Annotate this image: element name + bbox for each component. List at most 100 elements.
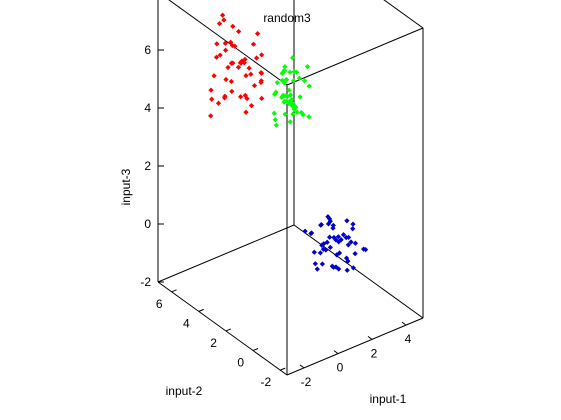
cluster-blue-point [336, 250, 343, 256]
cluster-blue-point [360, 246, 367, 252]
cluster-green-point [306, 114, 312, 120]
y-tick-label: 6 [156, 297, 163, 311]
cluster-green-point [291, 68, 297, 75]
cluster-red-point [259, 70, 265, 76]
cluster-green-point [273, 122, 279, 128]
cluster-green-point [279, 94, 285, 101]
cluster-green-point [282, 64, 288, 70]
box-edge [286, 27, 424, 86]
y-tick [280, 367, 286, 371]
z-axis-label: input-3 [119, 168, 133, 205]
cluster-blue-point [326, 234, 333, 240]
cluster-red-point [253, 55, 260, 61]
box-edge [293, 224, 424, 319]
cluster-green-point [296, 75, 303, 81]
cluster-green-point [290, 111, 296, 117]
cluster-blue-point [319, 261, 326, 267]
y-axis-label: input-2 [166, 384, 203, 398]
cluster-blue-point [311, 249, 317, 255]
cluster-green-point [279, 77, 286, 84]
cluster-red-point [244, 95, 250, 102]
cluster-green-point [271, 110, 277, 116]
cluster-red-point [211, 73, 217, 79]
cluster-blue-point [352, 250, 358, 257]
cluster-green-point [306, 83, 312, 89]
y-tick [171, 289, 177, 293]
cluster-red-point [228, 78, 235, 85]
cluster-blue-point [317, 250, 324, 256]
cluster-blue-point [331, 234, 337, 241]
cluster-blue-point [335, 234, 342, 240]
box-edge [157, 224, 295, 283]
cluster-red-point [248, 102, 255, 109]
cluster-blue-point [340, 232, 347, 238]
cluster-blue-point [329, 263, 335, 269]
cluster-green-point [290, 78, 297, 84]
cluster-red-point [221, 17, 227, 23]
cluster-blue-point [323, 247, 329, 253]
cluster-red-point [222, 47, 229, 53]
x-tick-label: 4 [405, 332, 412, 346]
cluster-red-point [251, 82, 258, 89]
cluster-green-point [274, 79, 280, 86]
box-edge [286, 317, 424, 376]
cluster-red-point [214, 41, 220, 47]
cluster-red-point [230, 23, 236, 30]
y-tick [225, 328, 232, 332]
cluster-red-point [208, 87, 214, 93]
cluster-red-point [246, 65, 252, 71]
cluster-blue-point [343, 255, 350, 261]
x-tick-label: 2 [371, 346, 378, 360]
axes-box [157, 0, 424, 376]
chart-title: random3 [263, 11, 311, 25]
box-edge [383, 0, 424, 29]
cluster-blue-point [352, 240, 359, 246]
x-tick [333, 350, 339, 355]
cluster-green-point [281, 68, 288, 74]
cluster-red-point [237, 94, 244, 100]
box-edge [168, 0, 288, 86]
cluster-green-point [298, 109, 305, 116]
cluster-green-point [289, 55, 296, 61]
x-tick [367, 335, 373, 340]
scatter-points [208, 12, 369, 273]
x-tick-label: 0 [337, 361, 344, 375]
cluster-red-point [237, 60, 243, 66]
cluster-red-point [259, 95, 265, 102]
cluster-blue-point [344, 267, 350, 273]
cluster-red-point [222, 93, 228, 99]
cluster-green-point [286, 87, 292, 93]
cluster-blue-point [345, 234, 352, 241]
x-axis-label: input-1 [370, 392, 407, 406]
cluster-red-point [225, 64, 231, 71]
z-tick-label: 2 [144, 159, 151, 173]
cluster-blue-point [345, 242, 351, 248]
cluster-red-point [248, 71, 254, 77]
y-tick-label: 4 [183, 316, 190, 330]
cluster-blue-point [348, 239, 354, 245]
cluster-blue-point [325, 221, 332, 227]
cluster-blue-point [350, 226, 356, 232]
cluster-blue-point [318, 222, 324, 228]
z-tick-label: 6 [144, 43, 151, 57]
cluster-green-point [287, 69, 293, 75]
x-tick [401, 321, 407, 326]
x-tick-label: -2 [301, 375, 312, 389]
cluster-green-point [287, 119, 293, 125]
cluster-red-point [250, 41, 257, 47]
cluster-red-point [241, 60, 247, 66]
cluster-red-point [223, 76, 229, 83]
cluster-blue-point [325, 214, 331, 220]
cluster-blue-point [344, 218, 350, 224]
cluster-blue-point [327, 244, 333, 251]
cluster-red-point [254, 30, 261, 37]
cluster-green-point [294, 109, 300, 115]
cluster-blue-point [314, 266, 320, 272]
x-tick [299, 364, 305, 369]
cluster-red-point [229, 42, 236, 49]
cluster-green-point [297, 94, 303, 100]
cluster-red-point [222, 40, 228, 46]
cluster-red-point [243, 72, 249, 79]
